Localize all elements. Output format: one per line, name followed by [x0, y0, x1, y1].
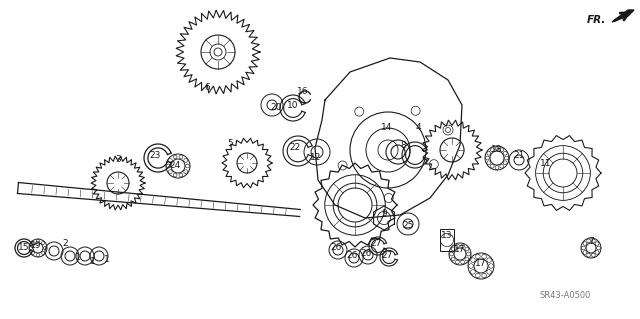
- Text: 27: 27: [371, 240, 381, 249]
- Text: 23: 23: [149, 151, 161, 160]
- Text: 14: 14: [381, 123, 393, 132]
- Text: 12: 12: [310, 153, 322, 162]
- Text: 25: 25: [403, 220, 413, 229]
- Text: 24: 24: [170, 160, 180, 169]
- Text: 13: 13: [441, 231, 452, 240]
- Text: 11: 11: [540, 159, 552, 167]
- Text: FR.: FR.: [587, 15, 606, 25]
- Text: 10: 10: [287, 100, 299, 109]
- Text: 4: 4: [415, 123, 421, 132]
- Text: 1: 1: [104, 256, 110, 264]
- Text: 22: 22: [289, 143, 301, 152]
- Text: 17: 17: [476, 258, 487, 268]
- Text: 19: 19: [30, 241, 42, 249]
- Text: 7: 7: [588, 238, 594, 247]
- Text: 8: 8: [400, 140, 406, 150]
- Text: 26: 26: [330, 243, 342, 253]
- Text: 21: 21: [513, 151, 525, 160]
- Text: SR43-A0500: SR43-A0500: [540, 291, 591, 300]
- Text: 2: 2: [62, 240, 68, 249]
- Text: 16: 16: [297, 87, 308, 97]
- Text: 26: 26: [346, 251, 358, 261]
- Text: 3: 3: [115, 155, 121, 165]
- Text: 15: 15: [19, 243, 29, 253]
- Text: 6: 6: [204, 84, 210, 93]
- Text: 20: 20: [270, 102, 282, 112]
- Polygon shape: [612, 10, 634, 22]
- Text: 26: 26: [360, 249, 372, 257]
- Text: 17: 17: [454, 246, 466, 255]
- Bar: [440, 229, 454, 251]
- Text: 27: 27: [381, 251, 393, 261]
- Text: 1: 1: [90, 257, 96, 266]
- Text: 9: 9: [381, 209, 387, 218]
- Text: 5: 5: [227, 138, 233, 147]
- Text: 18: 18: [492, 145, 503, 154]
- Text: 1: 1: [75, 254, 81, 263]
